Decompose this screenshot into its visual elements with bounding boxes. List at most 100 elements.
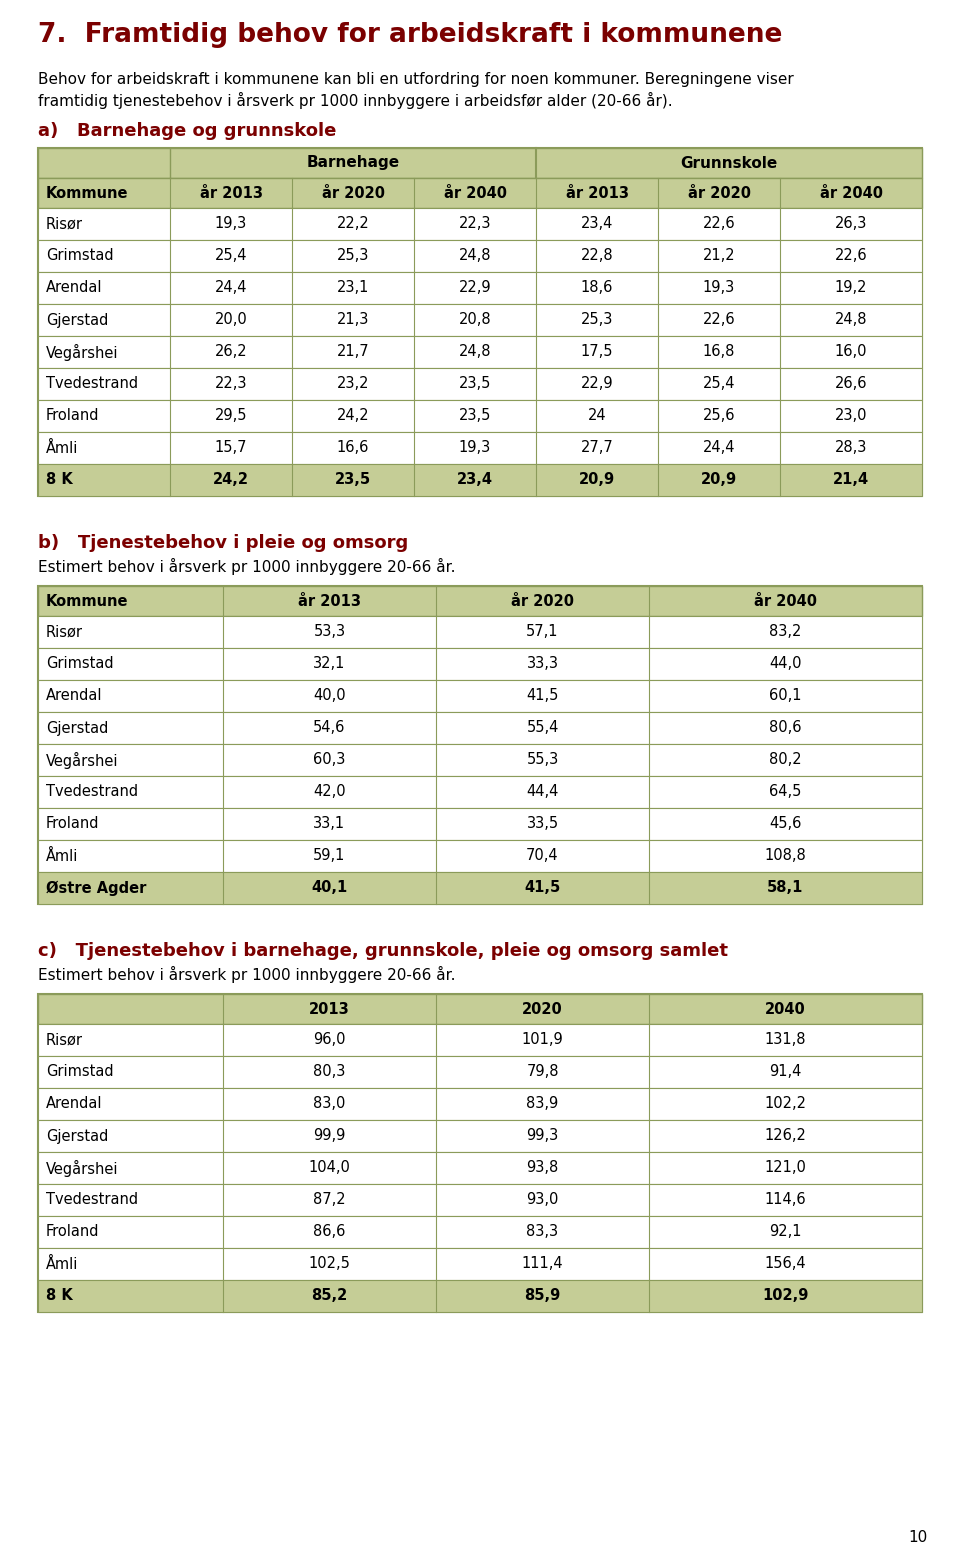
Text: Arendal: Arendal bbox=[46, 281, 103, 296]
Text: 25,4: 25,4 bbox=[215, 248, 248, 264]
Text: 80,6: 80,6 bbox=[769, 721, 802, 735]
Bar bbox=[38, 586, 922, 904]
Text: Risør: Risør bbox=[46, 217, 83, 231]
Text: Arendal: Arendal bbox=[46, 1097, 103, 1112]
Bar bbox=[38, 744, 922, 776]
Text: Tvedestrand: Tvedestrand bbox=[46, 377, 138, 391]
Bar bbox=[38, 994, 922, 1024]
Text: Gjerstad: Gjerstad bbox=[46, 1129, 108, 1143]
Text: 16,6: 16,6 bbox=[337, 440, 370, 456]
Text: 24,8: 24,8 bbox=[459, 344, 492, 360]
Bar bbox=[38, 1216, 922, 1249]
Text: 102,5: 102,5 bbox=[308, 1256, 350, 1272]
Text: 16,0: 16,0 bbox=[835, 344, 867, 360]
Text: 20,9: 20,9 bbox=[701, 473, 737, 487]
Text: 93,8: 93,8 bbox=[526, 1160, 559, 1176]
Text: Froland: Froland bbox=[46, 816, 100, 831]
Bar bbox=[38, 1183, 922, 1216]
Text: Froland: Froland bbox=[46, 408, 100, 423]
Text: Østre Agder: Østre Agder bbox=[46, 881, 146, 895]
Bar bbox=[38, 648, 922, 679]
Text: år 2040: år 2040 bbox=[444, 186, 507, 200]
Text: 85,2: 85,2 bbox=[311, 1289, 348, 1303]
Text: Vegårshei: Vegårshei bbox=[46, 1160, 118, 1177]
Text: 80,3: 80,3 bbox=[313, 1064, 346, 1079]
Text: b)   Tjenestebehov i pleie og omsorg: b) Tjenestebehov i pleie og omsorg bbox=[38, 534, 408, 552]
Text: 25,3: 25,3 bbox=[581, 312, 613, 327]
Text: Åmli: Åmli bbox=[46, 848, 79, 864]
Text: 23,5: 23,5 bbox=[459, 408, 492, 423]
Text: 99,3: 99,3 bbox=[526, 1129, 559, 1143]
Text: 2040: 2040 bbox=[765, 1002, 805, 1016]
Text: 19,3: 19,3 bbox=[703, 281, 735, 296]
Bar bbox=[38, 1056, 922, 1087]
Text: 27,7: 27,7 bbox=[581, 440, 613, 456]
Bar bbox=[38, 841, 922, 872]
Text: 23,0: 23,0 bbox=[835, 408, 867, 423]
Text: 40,1: 40,1 bbox=[311, 881, 348, 895]
Text: år 2013: år 2013 bbox=[200, 186, 262, 200]
Text: 24,4: 24,4 bbox=[215, 281, 248, 296]
Text: 99,9: 99,9 bbox=[313, 1129, 346, 1143]
Text: 22,3: 22,3 bbox=[215, 377, 248, 391]
Text: Kommune: Kommune bbox=[46, 594, 129, 608]
Text: 19,2: 19,2 bbox=[835, 281, 867, 296]
Text: 17,5: 17,5 bbox=[581, 344, 613, 360]
Text: Grimstad: Grimstad bbox=[46, 248, 113, 264]
Text: 83,9: 83,9 bbox=[526, 1097, 559, 1112]
Text: 83,2: 83,2 bbox=[769, 625, 802, 639]
Bar bbox=[38, 994, 922, 1312]
Text: 16,8: 16,8 bbox=[703, 344, 735, 360]
Text: 54,6: 54,6 bbox=[313, 721, 346, 735]
Text: 44,0: 44,0 bbox=[769, 656, 802, 672]
Text: 24,8: 24,8 bbox=[835, 312, 867, 327]
Text: år 2013: år 2013 bbox=[298, 594, 361, 608]
Text: 23,2: 23,2 bbox=[337, 377, 370, 391]
Text: Estimert behov i årsverk pr 1000 innbyggere 20-66 år.: Estimert behov i årsverk pr 1000 innbygg… bbox=[38, 966, 455, 983]
Bar bbox=[38, 337, 922, 368]
Text: 57,1: 57,1 bbox=[526, 625, 559, 639]
Text: 60,1: 60,1 bbox=[769, 689, 802, 704]
Text: 26,6: 26,6 bbox=[835, 377, 867, 391]
Text: 10: 10 bbox=[909, 1529, 928, 1545]
Text: 2020: 2020 bbox=[522, 1002, 563, 1016]
Text: 22,9: 22,9 bbox=[581, 377, 613, 391]
Text: 26,3: 26,3 bbox=[835, 217, 867, 231]
Text: 60,3: 60,3 bbox=[313, 752, 346, 768]
Text: 24,8: 24,8 bbox=[459, 248, 492, 264]
Text: 20,8: 20,8 bbox=[459, 312, 492, 327]
Text: 53,3: 53,3 bbox=[313, 625, 346, 639]
Text: 19,3: 19,3 bbox=[459, 440, 492, 456]
Text: 24,2: 24,2 bbox=[337, 408, 370, 423]
Text: 91,4: 91,4 bbox=[769, 1064, 802, 1079]
Bar bbox=[38, 776, 922, 808]
Bar bbox=[38, 679, 922, 712]
Text: Kommune: Kommune bbox=[46, 186, 129, 200]
Text: år 2040: år 2040 bbox=[754, 594, 817, 608]
Text: Risør: Risør bbox=[46, 625, 83, 639]
Text: år 2020: år 2020 bbox=[687, 186, 751, 200]
Text: 83,0: 83,0 bbox=[313, 1097, 346, 1112]
Text: Åmli: Åmli bbox=[46, 440, 79, 456]
Bar bbox=[38, 586, 922, 616]
Text: 23,1: 23,1 bbox=[337, 281, 370, 296]
Text: 70,4: 70,4 bbox=[526, 848, 559, 864]
Bar bbox=[38, 208, 922, 240]
Text: 25,6: 25,6 bbox=[703, 408, 735, 423]
Text: 87,2: 87,2 bbox=[313, 1193, 346, 1208]
Bar bbox=[38, 400, 922, 433]
Text: 86,6: 86,6 bbox=[313, 1224, 346, 1239]
Text: 59,1: 59,1 bbox=[313, 848, 346, 864]
Text: Behov for arbeidskraft i kommunene kan bli en utfordring for noen kommuner. Bere: Behov for arbeidskraft i kommunene kan b… bbox=[38, 71, 794, 87]
Text: år 2020: år 2020 bbox=[511, 594, 574, 608]
Text: 25,4: 25,4 bbox=[703, 377, 735, 391]
Text: år 2013: år 2013 bbox=[565, 186, 629, 200]
Text: Risør: Risør bbox=[46, 1033, 83, 1047]
Text: Arendal: Arendal bbox=[46, 689, 103, 704]
Text: 25,3: 25,3 bbox=[337, 248, 370, 264]
Text: 21,4: 21,4 bbox=[833, 473, 869, 487]
Bar bbox=[38, 240, 922, 271]
Bar bbox=[38, 368, 922, 400]
Text: 29,5: 29,5 bbox=[215, 408, 248, 423]
Text: 22,6: 22,6 bbox=[703, 217, 735, 231]
